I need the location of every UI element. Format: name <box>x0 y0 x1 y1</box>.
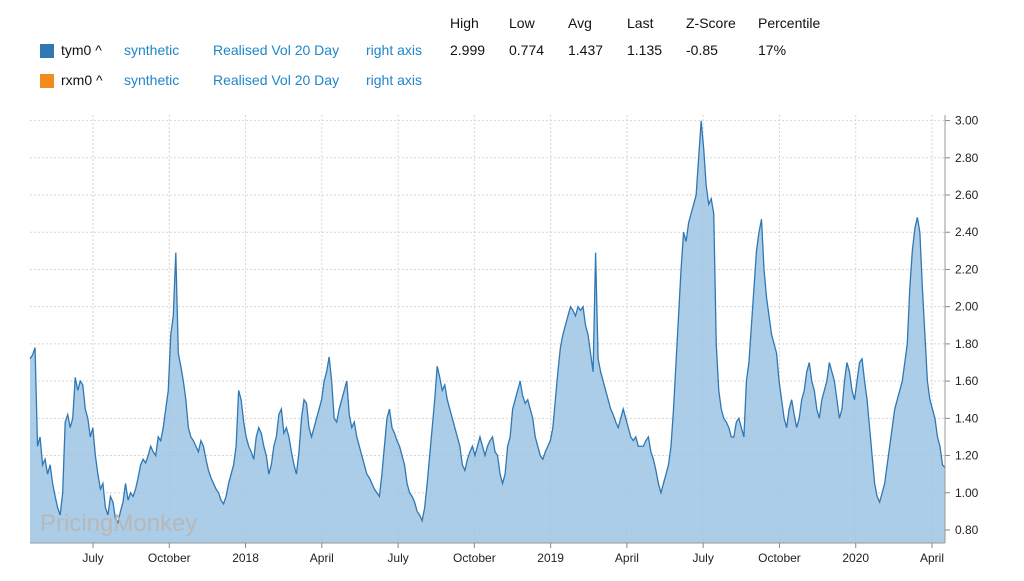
x-tick-label: July <box>82 551 103 565</box>
x-tick-label: 2020 <box>842 551 869 565</box>
y-tick-label: 1.80 <box>955 337 979 351</box>
series-line[interactable] <box>29 120 946 525</box>
x-tick-label: 2018 <box>232 551 259 565</box>
legend: High Low Avg Last Z-Score Percentile tym… <box>0 0 1024 110</box>
header-zscore: Z-Score <box>686 15 736 31</box>
stat-zscore: -0.85 <box>686 42 718 58</box>
series-color-swatch[interactable] <box>40 44 54 58</box>
y-tick-label: 2.00 <box>955 300 979 314</box>
stat-high: 2.999 <box>450 42 486 58</box>
volatility-area-chart[interactable]: 0.80 1.00 1.20 1.40 1.60 1.80 2.00 2.20 2.40 2.60… <box>0 110 1024 581</box>
y-tick-label: 1.00 <box>955 486 979 500</box>
series-color-swatch[interactable] <box>40 74 54 88</box>
x-tick-label: July <box>387 551 408 565</box>
stat-avg: 1.437 <box>568 42 604 58</box>
y-tick-label: 2.80 <box>955 151 979 165</box>
x-tick-label: 2019 <box>537 551 564 565</box>
y-tick-label: 1.40 <box>955 411 979 425</box>
x-tick-label: April <box>615 551 639 565</box>
y-tick-label: 3.00 <box>955 114 979 128</box>
header-high: High <box>450 15 479 31</box>
legend-row-tym0: tym0 ^ synthetic Realised Vol 20 Day rig… <box>0 40 1024 62</box>
axis-link[interactable]: right axis <box>366 42 423 58</box>
source-link[interactable]: synthetic <box>124 72 180 88</box>
y-tick-label: 2.40 <box>955 225 979 239</box>
x-tick-label: July <box>693 551 714 565</box>
header-last: Last <box>627 15 654 31</box>
watermark: PricingMonkey <box>40 510 197 537</box>
header-avg: Avg <box>568 15 592 31</box>
x-axis-ticks: July October 2018 April July October 2019 April… <box>82 543 944 565</box>
stat-percentile: 17% <box>758 42 787 58</box>
stat-last: 1.135 <box>627 42 663 58</box>
series-area-fill <box>30 120 945 543</box>
series-name[interactable]: tym0 ^ <box>61 42 102 58</box>
y-tick-label: 1.20 <box>955 449 979 463</box>
x-tick-label: October <box>758 551 801 565</box>
y-tick-label: 0.80 <box>955 523 979 537</box>
metric-link[interactable]: Realised Vol 20 Day <box>213 72 340 88</box>
header-low: Low <box>509 15 535 31</box>
x-tick-label: April <box>310 551 334 565</box>
y-tick-label: 2.20 <box>955 262 979 276</box>
legend-row-rxm0: rxm0 ^ synthetic Realised Vol 20 Day rig… <box>0 70 1024 92</box>
metric-link[interactable]: Realised Vol 20 Day <box>213 42 340 58</box>
source-link[interactable]: synthetic <box>124 42 180 58</box>
axis-link[interactable]: right axis <box>366 72 423 88</box>
stat-low: 0.774 <box>509 42 545 58</box>
y-tick-label: 2.60 <box>955 188 979 202</box>
x-tick-label: April <box>920 551 944 565</box>
series-name[interactable]: rxm0 ^ <box>61 72 103 88</box>
x-tick-label: October <box>148 551 191 565</box>
y-tick-label: 1.60 <box>955 374 979 388</box>
header-percentile: Percentile <box>758 15 821 31</box>
x-tick-label: October <box>453 551 496 565</box>
y-axis-ticks: 0.80 1.00 1.20 1.40 1.60 1.80 2.00 2.20 2.40 2.60… <box>945 114 979 537</box>
